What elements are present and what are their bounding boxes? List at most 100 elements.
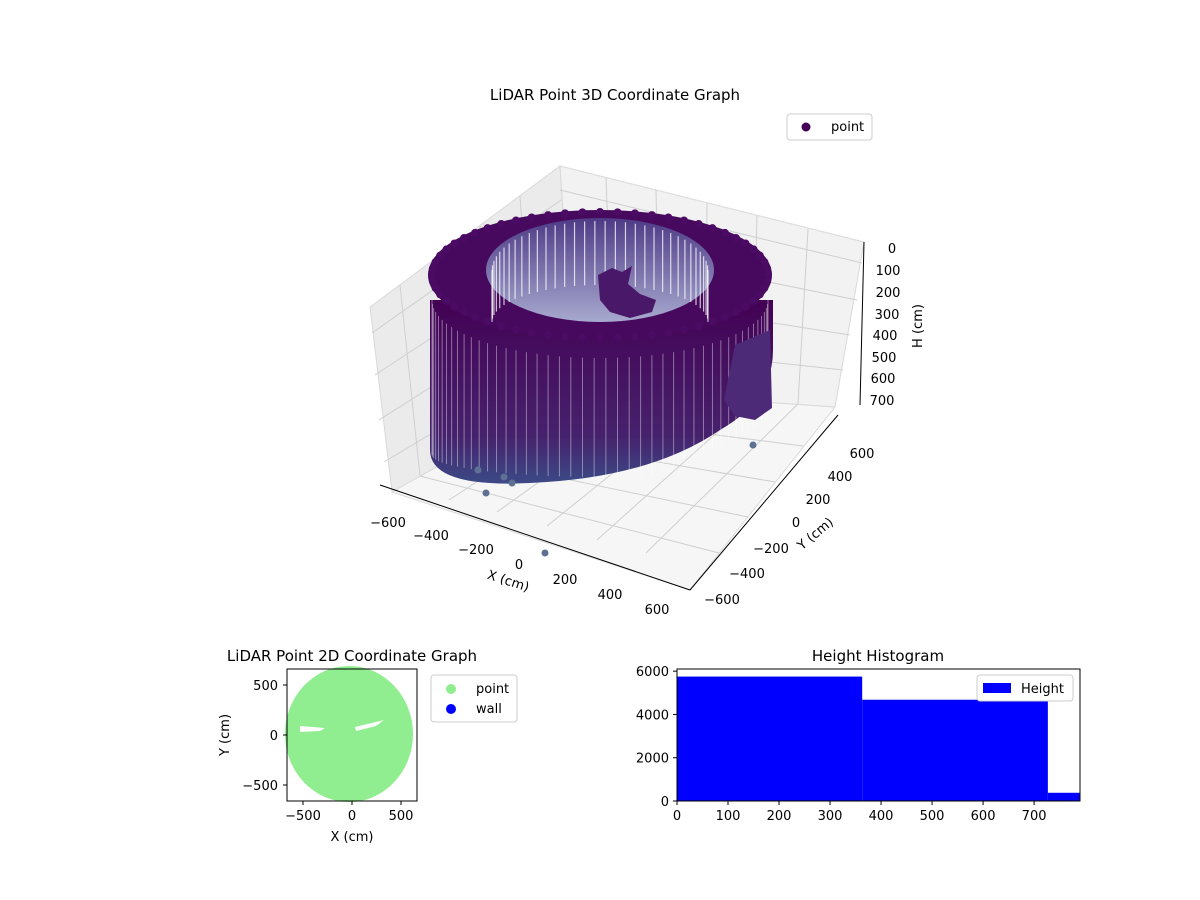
- rim-point: [460, 308, 469, 317]
- point-cloud: [428, 208, 773, 557]
- plot-frame-hist: [676, 668, 1081, 802]
- z-tick-label: 0: [888, 242, 896, 257]
- y-tick-label: 400: [828, 470, 853, 485]
- rim-point: [512, 325, 520, 334]
- point-disc: [285, 666, 413, 802]
- rim-point: [497, 220, 506, 229]
- rim-point: [450, 239, 459, 248]
- rim-point: [664, 328, 673, 337]
- rim-point: [731, 233, 740, 242]
- rim-point: [680, 325, 688, 334]
- rim-point: [741, 302, 750, 311]
- legend-label-point: point: [476, 682, 509, 697]
- rim-point: [596, 208, 604, 216]
- rim-point: [544, 330, 553, 339]
- legend-label-point: point: [831, 120, 864, 135]
- legend-marker-point: [446, 684, 456, 694]
- rim-point: [749, 245, 758, 254]
- x-tick-label: 500: [389, 809, 414, 824]
- y-tick-label: −200: [753, 542, 789, 557]
- rim-point: [664, 213, 673, 222]
- legend-marker-wall: [446, 704, 456, 714]
- z-tick-label: 400: [873, 329, 898, 344]
- rim-point: [731, 308, 740, 317]
- legend-frame: [976, 674, 1074, 702]
- x-axis-label: X (cm): [331, 830, 374, 845]
- rim-point: [755, 251, 764, 260]
- x-tick-label: 200: [553, 573, 578, 588]
- rim-point: [694, 220, 703, 229]
- rim-point: [749, 296, 758, 305]
- interior-object: [598, 266, 656, 318]
- rim-point: [578, 333, 587, 342]
- rim-point: [763, 264, 772, 273]
- rim-point: [720, 313, 729, 322]
- y-tick-label: 200: [806, 493, 831, 508]
- y-axis-label: Y (cm): [794, 515, 837, 554]
- x-axis-2d: −500 0 500 X (cm): [285, 801, 413, 845]
- rim-point: [527, 328, 536, 337]
- y-tick-label: −500: [242, 779, 278, 794]
- rim-point: [763, 277, 772, 286]
- x-tick-label: 300: [818, 809, 843, 824]
- rim-point: [613, 333, 622, 342]
- x-tick-label: 500: [920, 809, 945, 824]
- rim-point: [760, 257, 769, 266]
- rim-point: [512, 216, 520, 225]
- z-tick-label: 700: [870, 394, 895, 409]
- outlier-point: [749, 441, 757, 449]
- rim-point: [647, 211, 656, 220]
- scatter3d-chart: LiDAR Point 3D Coordinate Graph: [369, 86, 926, 618]
- gap-region: [300, 726, 325, 732]
- rim-point: [720, 228, 729, 237]
- histogram-bar: [862, 699, 1048, 801]
- y-tick-label: 0: [661, 795, 669, 810]
- rim-point: [755, 290, 764, 299]
- rim-point: [442, 245, 451, 254]
- x-tick-label: 200: [767, 809, 792, 824]
- x-tick-label: −200: [458, 543, 494, 558]
- legend-hist: Height: [976, 674, 1074, 702]
- chart-title-hist: Height Histogram: [812, 647, 944, 665]
- rim-point: [471, 313, 480, 322]
- rim-point: [436, 251, 445, 260]
- x-axis-label: X (cm): [485, 568, 531, 596]
- cylinder-body: [430, 300, 773, 484]
- rim-point: [694, 321, 703, 330]
- outlier-point: [508, 479, 516, 487]
- z-tick-label: 100: [876, 264, 901, 279]
- x-tick-label: 600: [645, 603, 670, 618]
- y-tick-label: 0: [270, 729, 278, 744]
- y-tick-label: 2000: [636, 752, 669, 767]
- rim-point: [471, 228, 480, 237]
- top-rim-points: [428, 208, 772, 342]
- rim-point: [561, 209, 570, 218]
- rim-point: [764, 271, 772, 279]
- scatter2d-chart: LiDAR Point 2D Coordinate Graph −500 0 5…: [218, 647, 518, 845]
- z-tick-label: 600: [871, 372, 896, 387]
- rim-point: [630, 209, 639, 218]
- point-series-2d: [285, 666, 413, 802]
- legend-3d: point: [786, 113, 873, 141]
- rim-point: [450, 302, 459, 311]
- legend-marker-point: [801, 122, 811, 132]
- y-tick-label: 0: [792, 516, 800, 531]
- rim-point: [613, 208, 622, 217]
- rim-point: [483, 317, 492, 326]
- z-tick-label: 200: [876, 286, 901, 301]
- y-axis-label: Y (cm): [218, 714, 233, 757]
- side-cluster: [724, 330, 772, 420]
- outlier-point: [482, 489, 490, 497]
- x-tick-label: −600: [370, 516, 406, 531]
- rim-point: [680, 216, 688, 225]
- rim-point: [578, 208, 587, 217]
- z-tick-label: 500: [872, 351, 897, 366]
- legend-label-wall: wall: [476, 702, 502, 717]
- rim-point: [460, 233, 469, 242]
- legend-label-height: Height: [1021, 682, 1064, 697]
- x-tick-label: 0: [348, 809, 356, 824]
- x-tick-label: 600: [971, 809, 996, 824]
- rim-point: [497, 321, 506, 330]
- chart-title-2d: LiDAR Point 2D Coordinate Graph: [227, 647, 477, 665]
